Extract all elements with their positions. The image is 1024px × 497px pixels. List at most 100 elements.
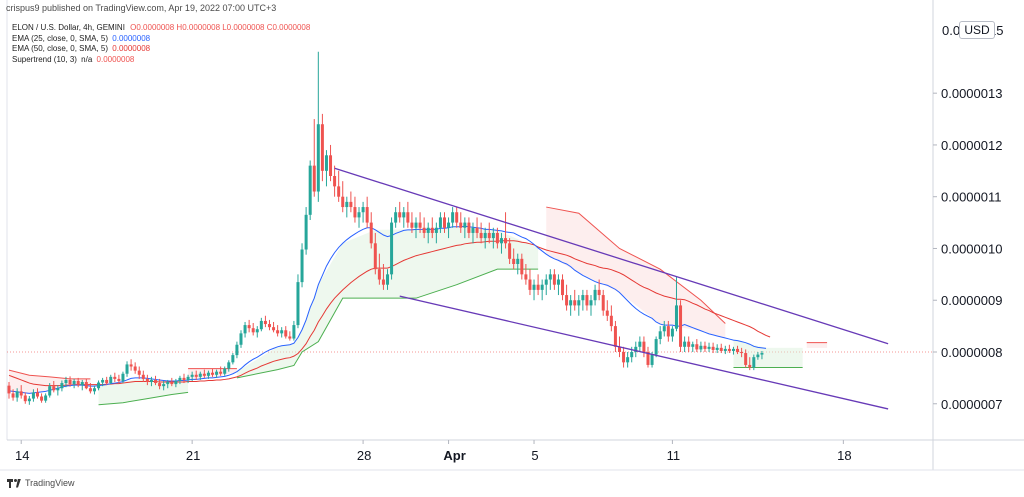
candle-body: [267, 324, 271, 328]
candle-body: [44, 395, 48, 401]
chart-legend: ELON / U.S. Dollar, 4h, GEMINI O0.000000…: [12, 23, 310, 65]
candle-body: [174, 380, 178, 385]
candle-body: [695, 344, 699, 350]
candle-body: [577, 300, 581, 306]
candle-body: [227, 362, 231, 369]
candle-body: [239, 333, 243, 345]
candle-body: [80, 382, 84, 386]
candle-body: [125, 364, 129, 374]
candle-body: [386, 274, 390, 285]
candle-body: [455, 212, 459, 223]
x-tick-label: Apr: [443, 448, 465, 463]
candle-body: [699, 345, 703, 350]
candle-body: [288, 336, 292, 339]
candle-body: [524, 274, 528, 280]
candle-body: [166, 382, 170, 385]
candle-body: [353, 207, 357, 218]
candle-body: [154, 379, 158, 384]
candle-body: [206, 372, 210, 376]
indicator-lines: [8, 206, 828, 406]
supertrend-na: n/a: [81, 54, 93, 64]
candle-body: [186, 376, 190, 380]
candle-body: [670, 328, 674, 337]
candle-body: [662, 326, 666, 332]
candle-body: [31, 392, 35, 399]
candle-body: [263, 320, 267, 325]
candle-body: [92, 388, 96, 392]
candle-body: [72, 380, 76, 385]
candle-body: [731, 348, 735, 351]
candle-body: [345, 201, 349, 208]
candle-body: [556, 279, 560, 285]
candle-body: [162, 384, 166, 387]
legend-ema25-row[interactable]: EMA (25, close, 0, SMA, 5) 0.0000008: [12, 34, 310, 45]
candle-body: [284, 330, 288, 337]
trend-channel[interactable]: [334, 167, 889, 410]
supertrend-down-line-fill: [806, 342, 828, 348]
candle-body: [715, 347, 719, 350]
ema50-label: EMA (50, close, 0, SMA, 5): [12, 44, 109, 53]
candle-body: [145, 378, 149, 383]
supertrend-down-line: [8, 369, 91, 380]
channel-lower-line: [399, 295, 889, 410]
candle-body: [316, 124, 320, 192]
candle-body: [280, 330, 284, 334]
candle-body: [101, 379, 105, 383]
legend-supertrend-row[interactable]: Supertrend (10, 3) n/a 0.0000008: [12, 55, 310, 66]
ohlc-values: O0.0000008 H0.0000008 L0.0000008 C0.0000…: [130, 23, 311, 32]
candle-body: [451, 212, 455, 223]
candle-body: [536, 284, 540, 290]
y-tick-label: 0.0000009: [941, 293, 1002, 308]
legend-symbol-row[interactable]: ELON / U.S. Dollar, 4h, GEMINI O0.000000…: [12, 23, 310, 34]
candle-body: [68, 379, 72, 385]
candle-body: [418, 222, 422, 228]
candle-body: [381, 279, 385, 285]
candle-body: [658, 331, 662, 340]
candle-body: [646, 352, 650, 365]
candle-body: [687, 341, 691, 347]
candle-body: [337, 186, 341, 197]
candle-body: [194, 374, 198, 377]
ema25-label: EMA (25, close, 0, SMA, 5): [12, 33, 109, 43]
candle-body: [491, 232, 495, 239]
candle-body: [84, 382, 88, 389]
candle-body: [756, 354, 760, 358]
candle-body: [243, 325, 247, 334]
candle-body: [320, 124, 324, 171]
candle-body: [11, 393, 15, 398]
y-tick-label: 0.0000012: [941, 138, 1002, 153]
channel-upper-line: [334, 167, 889, 345]
candle-body: [683, 341, 687, 347]
candle-body: [292, 325, 296, 339]
candle-body: [329, 155, 333, 176]
candle-body: [390, 222, 394, 275]
y-tick-label: 0.0000007: [941, 397, 1002, 412]
y-tick-label: 0.0000008: [941, 345, 1002, 360]
candle-body: [235, 344, 239, 356]
candle-body: [727, 348, 731, 351]
candle-body: [532, 284, 536, 290]
candle-body: [650, 354, 654, 365]
candle-body: [642, 341, 646, 352]
ema50-line: [8, 240, 771, 387]
supertrend-up-line: [236, 268, 539, 379]
candle-body: [475, 227, 479, 233]
currency-badge[interactable]: USD: [959, 21, 995, 39]
candle-body: [679, 305, 683, 347]
candle-body: [324, 155, 328, 171]
candle-body: [744, 353, 748, 365]
candle-body: [296, 282, 300, 326]
legend-ema50-row[interactable]: EMA (50, close, 0, SMA, 5) 0.0000008: [12, 44, 310, 55]
candle-body: [219, 371, 223, 374]
supertrend-up-line-fill: [733, 340, 803, 368]
candle-body: [333, 176, 337, 187]
x-tick-label: 5: [531, 448, 538, 463]
x-tick-label: 21: [186, 448, 200, 463]
candle-body: [211, 372, 214, 375]
candle-body: [438, 217, 442, 228]
candle-body: [40, 396, 44, 401]
candle-body: [426, 227, 430, 233]
candle-body: [19, 391, 23, 396]
candle-body: [304, 214, 308, 250]
